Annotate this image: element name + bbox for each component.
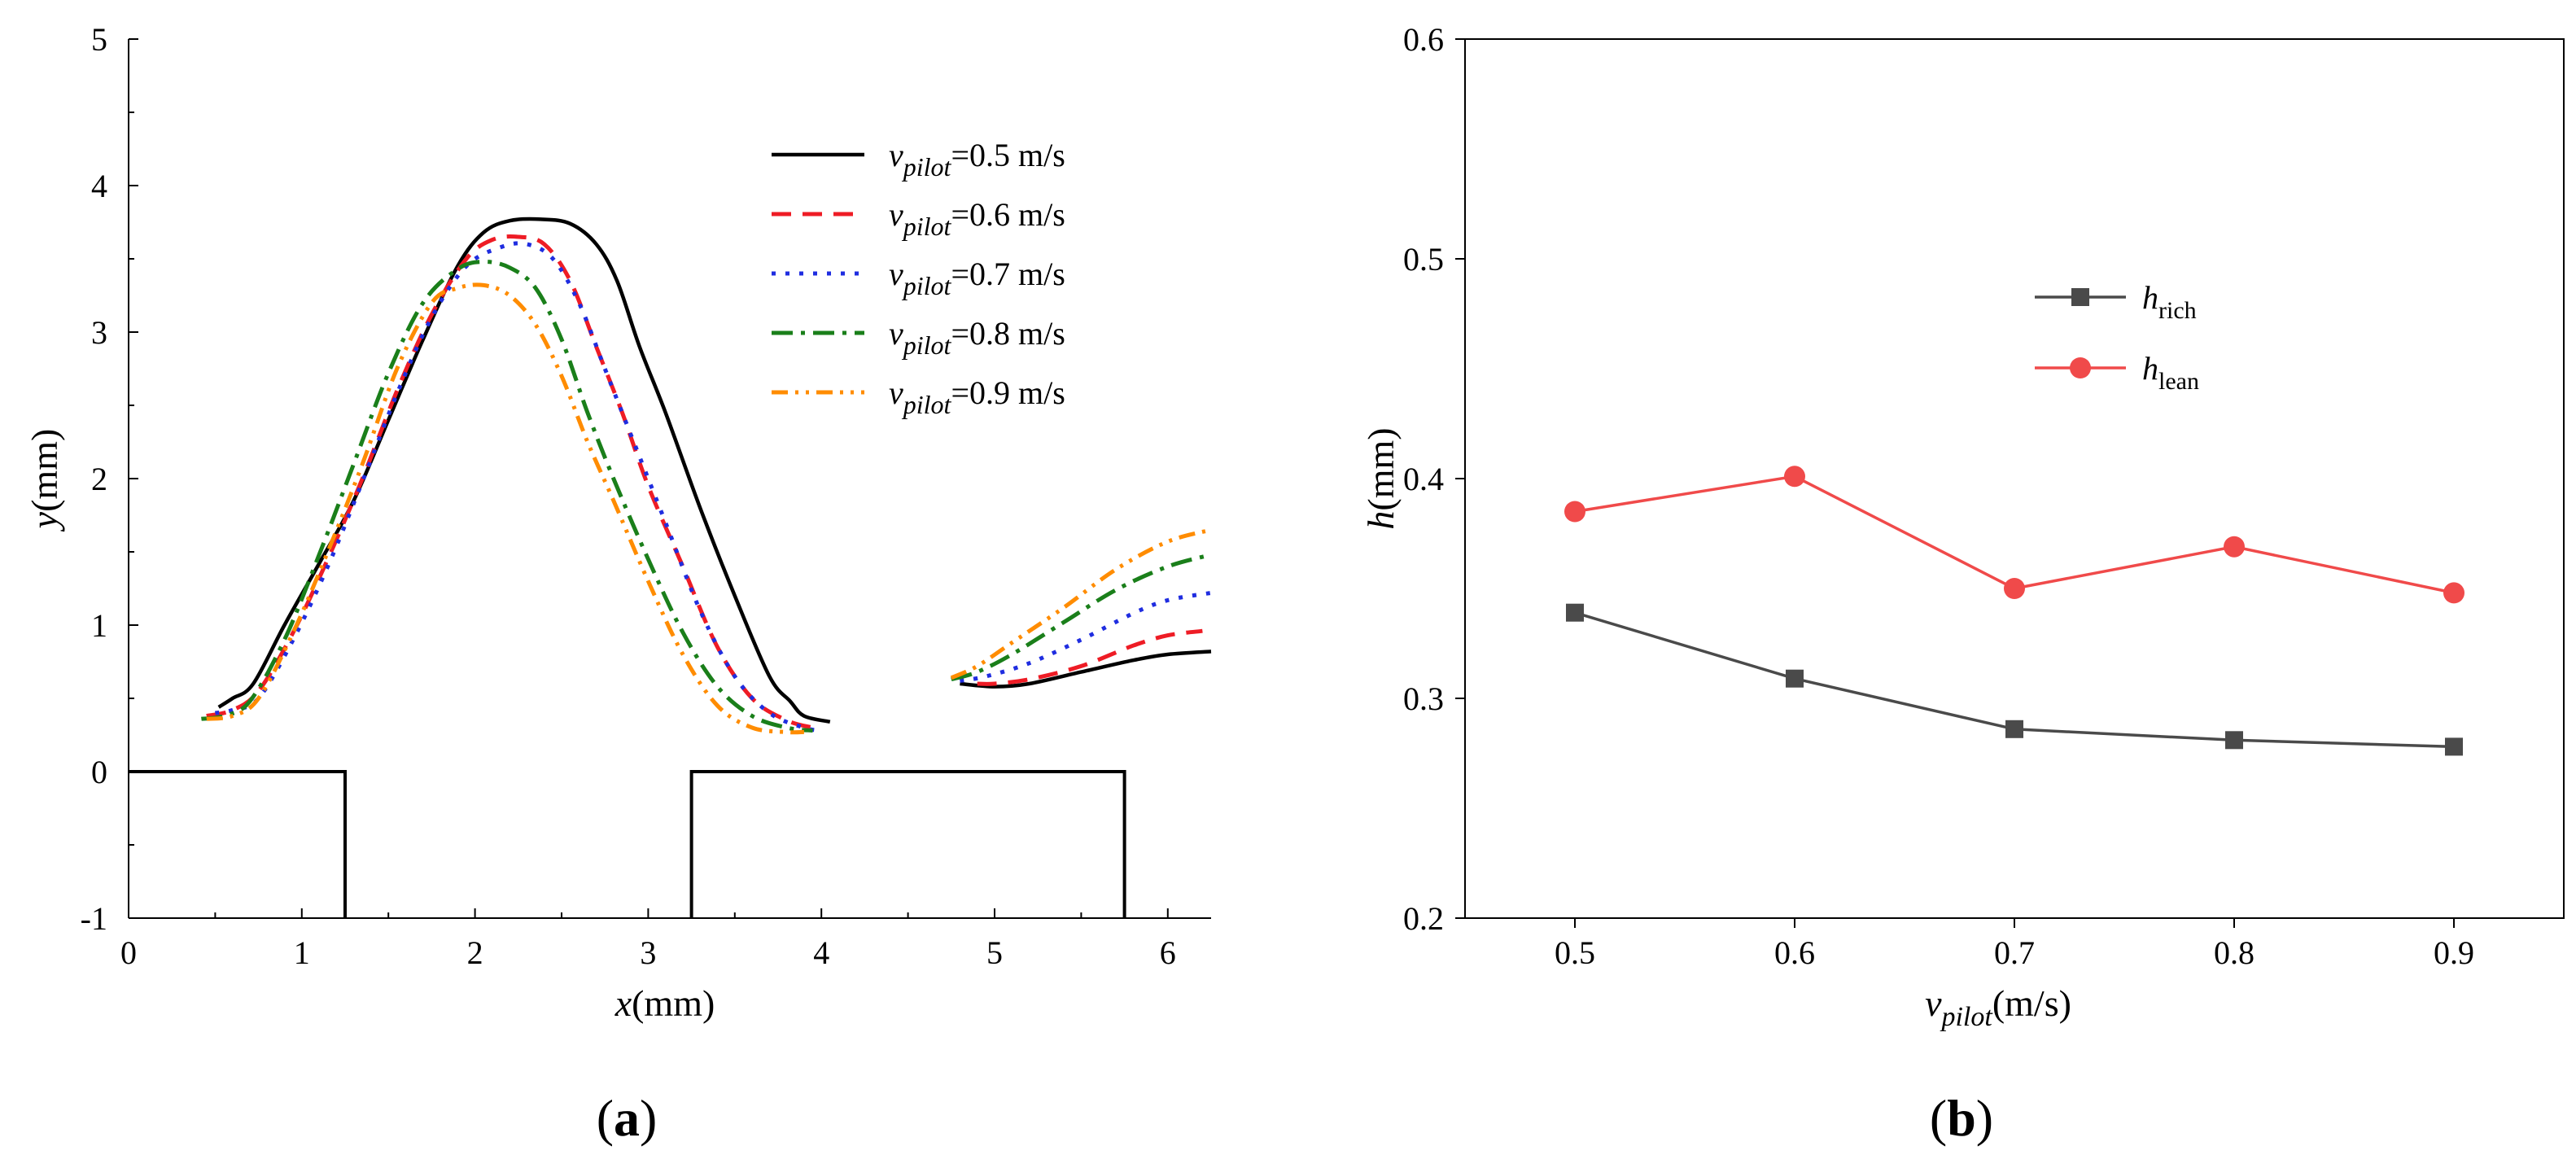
panel-a-series-line <box>206 282 804 735</box>
panel-b-y-tick-label: 0.6 <box>1403 21 1444 58</box>
panel-b-x-tick-label: 0.6 <box>1774 934 1815 971</box>
panel-a-legend-value: =0.9 m/s <box>951 374 1065 411</box>
panel-a-wall-left <box>129 770 347 918</box>
panel-b-legend-sub: lean <box>2158 368 2199 395</box>
panel-b-point <box>2445 737 2463 756</box>
panel-a-axes: 0 1 2 3 4 5 6 -1 0 1 2 3 4 5 <box>81 21 1211 971</box>
panel-b-legend-sub: rich <box>2158 297 2197 324</box>
panel-b-point <box>1566 603 1584 622</box>
panel-a-legend-var: v <box>889 374 903 411</box>
panel-a-legend-value: =0.8 m/s <box>951 315 1065 352</box>
panel-b-y-axis-title: h(mm) <box>1360 427 1402 529</box>
panel-b-label: (b) <box>1930 1089 1993 1147</box>
panel-b-y-tick-label: 0.2 <box>1403 900 1444 937</box>
panel-b-x-axis-title: vpilot(m/s) <box>1925 982 2071 1032</box>
panel-a-legend-label: vpilot=0.5 m/s <box>889 137 1065 182</box>
panel-a-legend-value: =0.5 m/s <box>951 137 1065 173</box>
panel-b-point <box>1564 501 1585 523</box>
panel-b-legend-label: hrich <box>2142 279 2197 324</box>
panel-b-legend-marker <box>2071 288 2089 306</box>
panel-a-series-line <box>201 260 813 733</box>
panel-a-series-line <box>214 241 822 733</box>
panel-b-point <box>2224 536 2245 558</box>
panel-b-chart: 0.5 0.6 0.7 0.8 0.90.20.30.40.50.6 hrichhlea… <box>1360 21 2565 1147</box>
panel-b-y-tick-label: 0.4 <box>1403 461 1444 497</box>
panel-b-x-tick-label: 0.8 <box>2214 934 2255 971</box>
panel-a-y-tick-label: 3 <box>91 314 107 351</box>
panel-b-point <box>2005 720 2023 738</box>
panel-a-legend-label: vpilot=0.8 m/s <box>889 315 1065 360</box>
panel-a-legend-label: vpilot=0.6 m/s <box>889 196 1065 241</box>
panel-a-y-tick-label: 4 <box>91 168 107 204</box>
panel-a-legend-label: vpilot=0.9 m/s <box>889 374 1065 419</box>
panel-a-series-0-8-m-s <box>201 260 1212 733</box>
panel-a-label: (a) <box>597 1089 658 1147</box>
panel-a-x-axis-title: x(mm) <box>614 982 715 1024</box>
panel-a-legend-sub: pilot <box>902 390 952 419</box>
panel-b-point <box>2004 578 2025 599</box>
panel-b-frame <box>1464 38 2565 919</box>
panel-a-series-line <box>959 590 1212 683</box>
panel-a-x-tick-label: 3 <box>640 934 656 971</box>
panel-b-axes: 0.5 0.6 0.7 0.8 0.9 0.2 0.3 0.4 0.5 0.6 <box>1403 21 2565 971</box>
panel-b-legend-label: hlean <box>2142 350 2199 395</box>
panel-b-point <box>2225 731 2243 750</box>
panel-a-y-tick-label: 5 <box>91 21 107 58</box>
panel-b-x-tick-label: 0.5 <box>1555 934 1595 971</box>
panel-a-legend-var: v <box>889 315 903 352</box>
panel-b-x-tick-label: 0.9 <box>2434 934 2474 971</box>
panel-b-point <box>1786 669 1804 688</box>
panel-a-legend-sub: pilot <box>902 212 952 241</box>
panel-a-legend-sub: pilot <box>902 271 952 300</box>
panel-b-x-tick-label: 0.7 <box>1994 934 2035 971</box>
panel-a-series-0-9-m-s <box>206 282 1212 735</box>
panel-a-legend-sub: pilot <box>902 152 952 182</box>
panel-a-y-axis-title: y(mm) <box>24 429 65 532</box>
panel-b-point <box>2443 582 2464 604</box>
panel-b-legend-var: h <box>2142 350 2158 387</box>
panel-a-x-tick-label: 5 <box>986 934 1003 971</box>
panel-b-plot-area <box>1564 466 2464 756</box>
panel-a-x-tick-label: 6 <box>1160 934 1176 971</box>
panel-a-legend-sub: pilot <box>902 330 952 360</box>
panel-a-y-tick-label: -1 <box>81 900 107 937</box>
panel-a-wall-right <box>689 770 1126 918</box>
panel-a-y-tick-label: 2 <box>91 461 107 497</box>
panel-a-y-tick-label: 0 <box>91 754 107 790</box>
panel-a-series-line <box>960 650 1212 689</box>
panel-a-legend-var: v <box>889 256 903 292</box>
panel-a-series-line <box>951 553 1212 682</box>
panel-a-x-tick-label: 1 <box>294 934 310 971</box>
panel-a-x-tick-label: 2 <box>467 934 483 971</box>
panel-a-legend-label: vpilot=0.7 m/s <box>889 256 1065 300</box>
panel-a-x-tick-label: 4 <box>813 934 829 971</box>
panel-b-series-h-lean <box>1564 466 2464 604</box>
panel-a-plot-area <box>129 217 1212 918</box>
panel-a-series-line <box>217 217 831 724</box>
panel-a-legend-value: =0.7 m/s <box>951 256 1065 292</box>
panel-b-legend-marker <box>2070 357 2091 378</box>
panel-a-y-tick-label: 1 <box>91 607 107 644</box>
panel-a-legend-var: v <box>889 196 903 233</box>
panel-a-legend-var: v <box>889 137 903 173</box>
panel-b-series-h-rich <box>1566 603 2463 756</box>
panel-b-y-tick-label: 0.3 <box>1403 680 1444 717</box>
panel-a-x-tick-label: 0 <box>120 934 137 971</box>
panel-b-point <box>1784 466 1805 488</box>
panel-b-y-tick-label: 0.5 <box>1403 241 1444 278</box>
panel-a-series-0-7-m-s <box>214 241 1212 733</box>
panel-b-legend-var: h <box>2142 279 2158 316</box>
panel-a-legend-value: =0.6 m/s <box>951 196 1065 233</box>
panel-a-series-line <box>977 628 1203 686</box>
panel-b-series-line <box>1574 475 2455 595</box>
